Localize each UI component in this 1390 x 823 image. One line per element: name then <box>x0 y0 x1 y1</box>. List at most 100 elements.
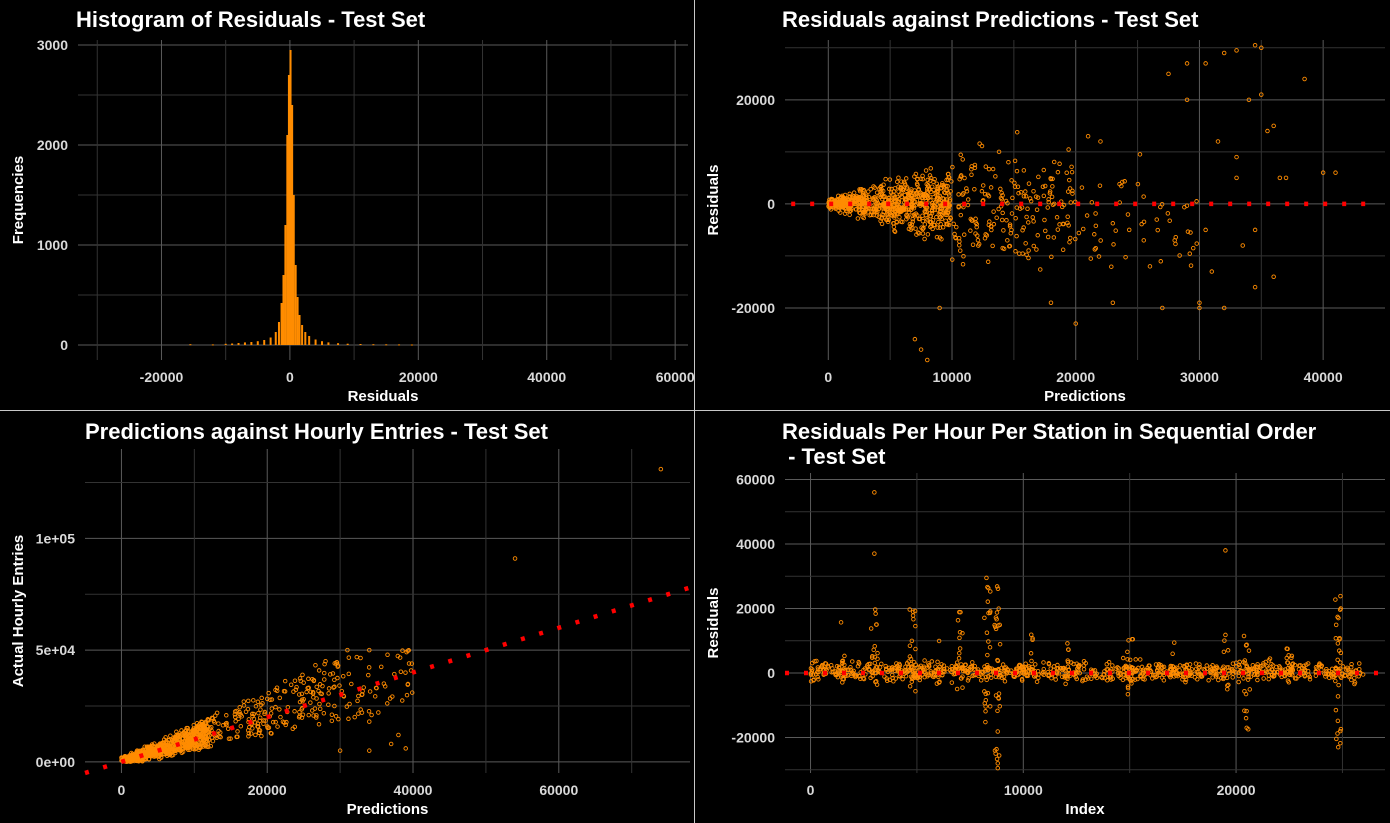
scatter-point <box>835 201 840 207</box>
scatter-point <box>312 706 318 711</box>
scatter-point <box>1092 232 1097 237</box>
scatter-point <box>964 189 970 194</box>
scatter-point <box>1320 170 1326 175</box>
scatter-point <box>857 204 863 209</box>
y-tick-label: 0 <box>767 196 775 212</box>
scatter-point <box>993 626 999 632</box>
scatter-point <box>1002 679 1008 684</box>
scatter-point <box>1197 305 1202 311</box>
scatter-point <box>1252 42 1258 48</box>
scatter-point <box>1023 661 1028 667</box>
scatter-point <box>1031 243 1037 249</box>
x-tick-label: 60000 <box>539 782 578 798</box>
scatter-point <box>1209 269 1215 274</box>
scatter-point <box>916 201 921 206</box>
y-tick-label: 20000 <box>736 600 775 616</box>
scatter-point <box>1065 214 1070 220</box>
scatter-point <box>892 213 897 219</box>
histogram-bar <box>346 343 349 345</box>
scatter-point <box>1333 170 1338 175</box>
scatter-point <box>956 205 961 210</box>
scatter-point <box>1000 210 1005 216</box>
scatter-point <box>1074 676 1080 682</box>
scatter-point <box>356 711 361 716</box>
scatter-point <box>933 190 938 196</box>
scatter-point <box>256 710 261 716</box>
scatter-point <box>1065 641 1070 646</box>
scatter-point <box>966 668 972 673</box>
scatter-point <box>916 187 921 193</box>
histogram-bar <box>385 344 388 346</box>
scatter-point <box>313 662 318 668</box>
scatter-point <box>922 674 927 680</box>
scatter-point <box>997 704 1003 709</box>
scatter-point <box>907 643 913 649</box>
scatter-point <box>995 761 1001 766</box>
scatter-point <box>1141 670 1146 676</box>
scatter-point <box>872 607 878 612</box>
scatter-point <box>270 719 276 725</box>
scatter-point <box>1343 667 1349 672</box>
scatter-point <box>1137 657 1143 662</box>
scatter-point <box>398 669 404 675</box>
scatter-point <box>367 647 372 653</box>
scatter-point <box>1259 45 1264 51</box>
scatter-point <box>936 638 942 644</box>
scatter-point <box>873 670 879 676</box>
scatter-point <box>883 663 888 669</box>
scatter-point <box>999 196 1005 202</box>
scatter-point <box>895 199 900 204</box>
scatter-point <box>288 682 294 688</box>
scatter-point <box>920 213 925 219</box>
scatter-point <box>347 701 352 707</box>
scatter-point <box>1141 194 1146 199</box>
scatter-point <box>1100 675 1105 681</box>
histogram-bar <box>280 303 283 345</box>
scatter-point <box>1255 677 1260 683</box>
scatter-point <box>840 680 845 685</box>
panel-divider-vertical <box>694 0 695 823</box>
scatter-point <box>1034 679 1040 685</box>
scatter-point <box>250 711 255 717</box>
y-tick-label: 40000 <box>736 536 775 552</box>
scatter-point <box>314 684 319 690</box>
data-marks <box>189 50 413 346</box>
scatter-point <box>1117 671 1123 676</box>
scatter-point <box>1018 190 1024 195</box>
y-axis-label: Residuals <box>705 165 722 236</box>
scatter-point <box>866 661 871 667</box>
scatter-point <box>340 673 346 679</box>
scatter-point <box>1233 670 1238 675</box>
scatter-point <box>910 609 916 615</box>
scatter-point <box>922 222 928 227</box>
scatter-point <box>253 732 258 738</box>
scatter-point <box>1226 665 1231 670</box>
scatter-point <box>889 213 895 218</box>
scatter-point <box>354 654 360 660</box>
scatter-point <box>381 681 387 686</box>
scatter-point <box>1206 678 1211 683</box>
scatter-point <box>358 655 363 661</box>
scatter-point <box>337 748 343 753</box>
scatter-point <box>1126 227 1132 233</box>
scatter-point <box>838 620 844 625</box>
scatter-point <box>1001 669 1007 674</box>
scatter-point <box>925 217 930 223</box>
scatter-point <box>245 728 251 733</box>
scatter-point <box>936 219 941 225</box>
scatter-point <box>1188 230 1193 235</box>
scatter-point <box>306 712 311 718</box>
scatter-point <box>403 746 408 751</box>
scatter-point <box>259 695 264 701</box>
scatter-point <box>146 753 151 758</box>
scatter-point <box>179 728 184 733</box>
scatter-point <box>202 737 207 743</box>
scatter-point <box>237 711 242 717</box>
scatter-point <box>281 688 287 694</box>
scatter-point <box>1060 247 1066 253</box>
scatter-point <box>921 664 927 669</box>
scatter-point <box>346 655 352 660</box>
scatter-point <box>984 233 990 238</box>
scatter-point <box>150 749 155 754</box>
scatter-point <box>216 721 221 726</box>
